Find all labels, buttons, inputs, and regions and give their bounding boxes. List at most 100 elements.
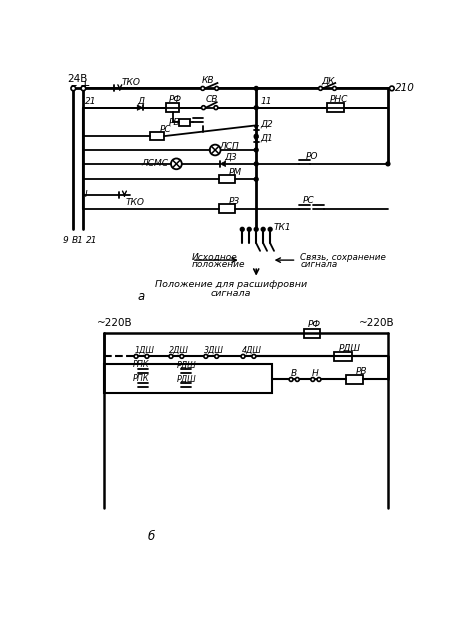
Text: 24В: 24В (67, 74, 87, 84)
Circle shape (254, 106, 258, 110)
Circle shape (210, 145, 220, 155)
Text: Д: Д (138, 96, 144, 105)
Text: б: б (148, 530, 155, 543)
Bar (334, 352, 351, 361)
Text: РПК: РПК (133, 360, 149, 370)
Circle shape (81, 86, 86, 91)
Text: РФ: РФ (308, 320, 321, 328)
Text: Д2: Д2 (260, 120, 273, 129)
Bar (327, 103, 344, 112)
Circle shape (204, 354, 208, 358)
Bar (346, 375, 363, 384)
Circle shape (134, 354, 138, 358)
Text: ТКО: ТКО (122, 78, 140, 87)
Text: Д3: Д3 (225, 152, 237, 162)
Text: РМ: РМ (229, 168, 242, 177)
Text: ТКО: ТКО (126, 198, 145, 207)
Polygon shape (254, 126, 258, 130)
Text: ~220В: ~220В (97, 318, 132, 328)
Circle shape (240, 228, 244, 231)
Text: РС: РС (159, 125, 171, 134)
Text: В: В (290, 369, 297, 378)
Circle shape (261, 228, 265, 231)
Circle shape (295, 377, 299, 382)
Text: РВ: РВ (356, 367, 368, 376)
Text: РО: РО (306, 152, 318, 160)
Text: 3ДШ: 3ДШ (204, 346, 224, 354)
Text: РПК: РПК (133, 374, 149, 383)
Text: положение: положение (192, 260, 245, 269)
Text: 21: 21 (85, 97, 96, 106)
Text: 4ДШ: 4ДШ (242, 346, 261, 354)
Text: +: + (80, 79, 90, 92)
Bar (150, 132, 164, 140)
Text: ТК1: ТК1 (273, 223, 291, 231)
Text: РДШ: РДШ (177, 374, 197, 383)
Circle shape (254, 162, 258, 165)
Circle shape (248, 228, 251, 231)
Text: Положение для расшифровни: Положение для расшифровни (154, 280, 307, 289)
Text: РВ: РВ (169, 118, 180, 127)
Circle shape (201, 86, 205, 90)
Circle shape (180, 354, 184, 358)
Text: 210: 210 (395, 84, 415, 93)
Text: Н: Н (312, 369, 319, 378)
Bar (219, 204, 234, 213)
Circle shape (169, 354, 173, 358)
Text: РДШ: РДШ (177, 360, 197, 370)
Text: КВ: КВ (202, 76, 215, 85)
Circle shape (268, 228, 272, 231)
Circle shape (252, 354, 256, 358)
Text: I: I (85, 190, 88, 199)
Text: Исходное: Исходное (192, 252, 238, 262)
Circle shape (333, 86, 337, 90)
Text: РС: РС (303, 197, 315, 205)
Circle shape (254, 148, 258, 152)
Circle shape (254, 178, 258, 181)
Text: РЗ: РЗ (229, 197, 240, 206)
Circle shape (71, 86, 76, 91)
Circle shape (289, 377, 293, 382)
Text: Связь, сохранение: Связь, сохранение (301, 252, 386, 262)
Text: РДШ: РДШ (339, 344, 361, 353)
Text: В1: В1 (72, 236, 84, 245)
Circle shape (215, 86, 219, 90)
Circle shape (254, 134, 258, 138)
Circle shape (311, 377, 315, 382)
Text: ~220В: ~220В (359, 318, 394, 328)
Circle shape (241, 354, 245, 358)
Circle shape (254, 86, 258, 90)
Bar (179, 119, 189, 126)
Polygon shape (137, 105, 143, 110)
Text: 9: 9 (63, 236, 68, 245)
Text: 21: 21 (86, 236, 97, 245)
Text: ЛСП: ЛСП (219, 143, 239, 152)
Text: сигнала: сигнала (301, 260, 338, 269)
Text: РФ: РФ (169, 96, 182, 105)
Circle shape (171, 158, 182, 169)
Circle shape (214, 106, 218, 110)
Circle shape (215, 354, 219, 358)
Circle shape (390, 86, 394, 91)
Text: ДК: ДК (321, 76, 335, 85)
Polygon shape (220, 161, 225, 167)
Text: сигнала: сигнала (211, 288, 251, 298)
Text: а: а (138, 290, 145, 303)
Polygon shape (254, 137, 258, 141)
Bar (104, 364, 272, 393)
Text: 2ДШ: 2ДШ (169, 346, 189, 354)
Bar (304, 328, 320, 338)
Text: 1ДШ: 1ДШ (135, 346, 154, 354)
Text: Д1: Д1 (260, 133, 273, 142)
Text: СВ: СВ (206, 96, 218, 105)
Circle shape (319, 86, 323, 90)
Circle shape (145, 354, 149, 358)
Circle shape (317, 377, 321, 382)
Circle shape (386, 162, 390, 165)
Circle shape (254, 228, 258, 231)
Text: 11: 11 (260, 97, 272, 106)
Bar (219, 175, 234, 183)
Bar (166, 103, 180, 112)
Text: РНС: РНС (330, 96, 348, 105)
Text: –: – (70, 79, 77, 92)
